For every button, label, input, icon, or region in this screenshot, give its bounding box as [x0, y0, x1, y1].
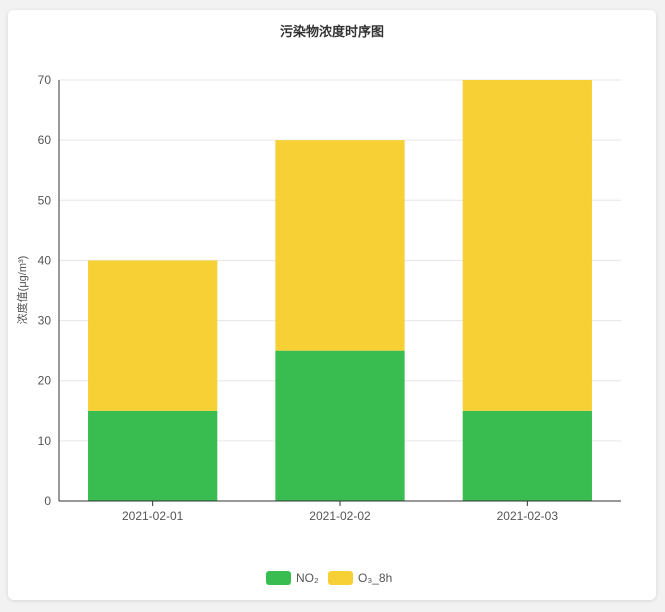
y-tick-label: 10 [38, 434, 52, 448]
bar-o3-8h-2021-02-01[interactable] [88, 260, 218, 411]
legend-label: NO₂ [296, 571, 319, 585]
x-tick-label: 2021-02-01 [122, 509, 184, 523]
y-tick-label: 0 [44, 494, 51, 508]
y-axis-label: 浓度值(μg/m³) [15, 256, 29, 325]
axes-group: 0 10 20 30 40 50 60 70 2021-02-01 2021-02-02 2021-… [38, 73, 621, 523]
bar-o3-8h-2021-02-03[interactable] [462, 80, 592, 411]
y-tick-label: 30 [38, 314, 52, 328]
y-tick-label: 20 [38, 374, 52, 388]
bar-o3-8h-2021-02-02[interactable] [275, 140, 405, 351]
bar-no2-2021-02-01[interactable] [88, 410, 218, 501]
y-tick-label: 40 [38, 253, 52, 267]
legend-item-no2[interactable]: NO₂ [266, 571, 319, 585]
y-tick-label: 70 [38, 73, 52, 87]
y-tick-label: 60 [38, 133, 52, 147]
legend-swatch [266, 571, 291, 585]
chart-title: 污染物浓度时序图 [280, 24, 384, 39]
x-tick-label: 2021-02-02 [309, 509, 371, 523]
bars-group [88, 80, 592, 501]
legend[interactable]: NO₂ O₃_8h [266, 571, 392, 585]
bar-no2-2021-02-02[interactable] [275, 350, 405, 501]
legend-swatch [328, 571, 353, 585]
x-tick-label: 2021-02-03 [497, 509, 559, 523]
legend-label: O₃_8h [358, 571, 392, 585]
legend-item-o3-8h[interactable]: O₃_8h [328, 571, 392, 585]
bar-no2-2021-02-03[interactable] [462, 410, 592, 501]
y-tick-label: 50 [38, 193, 52, 207]
